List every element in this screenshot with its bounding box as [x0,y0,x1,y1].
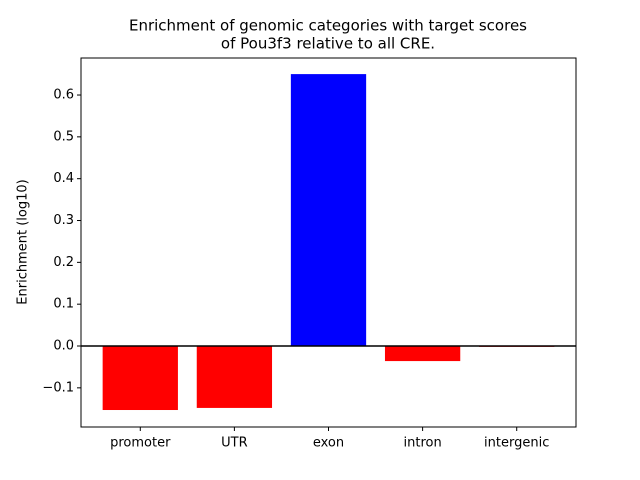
y-tick-label: 0.1 [53,297,74,312]
bar [290,74,367,347]
y-tick-label: −0.1 [42,380,74,395]
y-tick-label: 0.0 [53,339,74,354]
y-tick-label: 0.4 [53,171,74,186]
y-axis-label: Enrichment (log10) [16,179,31,304]
bar [384,346,461,362]
x-tick-label: UTR [221,436,248,451]
y-tick-label: 0.3 [53,213,74,228]
plot-frame [80,57,577,428]
chart-title: of Pou3f3 relative to all CRE. [221,35,435,53]
y-tick-label: 0.5 [53,129,74,144]
x-tick-label: promoter [110,436,171,451]
chart-title: Enrichment of genomic categories with ta… [129,17,527,35]
x-tick-label: exon [313,436,344,451]
bar [196,346,273,408]
x-tick-label: intergenic [484,436,549,451]
y-tick-label: 0.6 [53,88,74,103]
x-tick-label: intron [404,436,442,451]
bar [102,346,178,411]
y-tick-label: 0.2 [53,255,74,270]
